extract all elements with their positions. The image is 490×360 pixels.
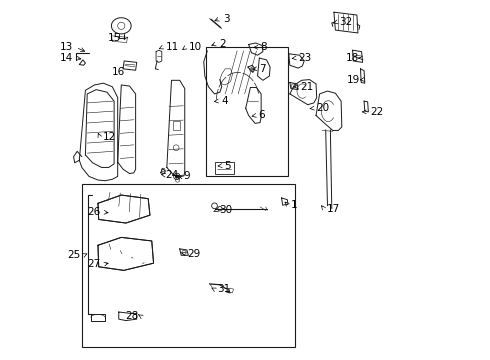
Text: 6: 6	[259, 111, 265, 121]
Text: 19: 19	[347, 75, 361, 85]
Text: 18: 18	[345, 53, 359, 63]
Text: 14: 14	[60, 53, 73, 63]
Text: 1: 1	[291, 200, 297, 210]
Text: 5: 5	[224, 161, 231, 171]
Text: 2: 2	[219, 39, 226, 49]
Text: 20: 20	[316, 103, 329, 113]
Circle shape	[175, 175, 178, 178]
Text: 12: 12	[102, 132, 116, 142]
Text: 17: 17	[327, 204, 340, 214]
Text: 15: 15	[108, 33, 122, 43]
Text: 13: 13	[60, 42, 73, 52]
Text: 16: 16	[112, 67, 125, 77]
Text: 22: 22	[370, 107, 384, 117]
Text: 27: 27	[87, 259, 100, 269]
Text: 7: 7	[259, 64, 265, 74]
Text: 29: 29	[187, 248, 200, 258]
Text: 23: 23	[298, 53, 311, 63]
Text: 21: 21	[300, 82, 313, 92]
Bar	[205, 47, 288, 176]
Text: 8: 8	[260, 42, 267, 52]
Bar	[82, 184, 295, 347]
Text: 9: 9	[183, 171, 190, 181]
Text: 28: 28	[125, 311, 138, 321]
Bar	[173, 121, 180, 130]
Text: 24: 24	[166, 170, 179, 180]
Text: 10: 10	[189, 42, 202, 52]
Text: 26: 26	[87, 207, 100, 217]
Text: 11: 11	[166, 42, 179, 52]
Text: 31: 31	[218, 284, 231, 294]
Text: 3: 3	[223, 14, 229, 24]
Text: 32: 32	[339, 17, 353, 27]
Text: 4: 4	[221, 96, 227, 106]
Text: 25: 25	[68, 250, 81, 260]
Bar	[215, 162, 234, 174]
Text: 30: 30	[219, 206, 232, 216]
